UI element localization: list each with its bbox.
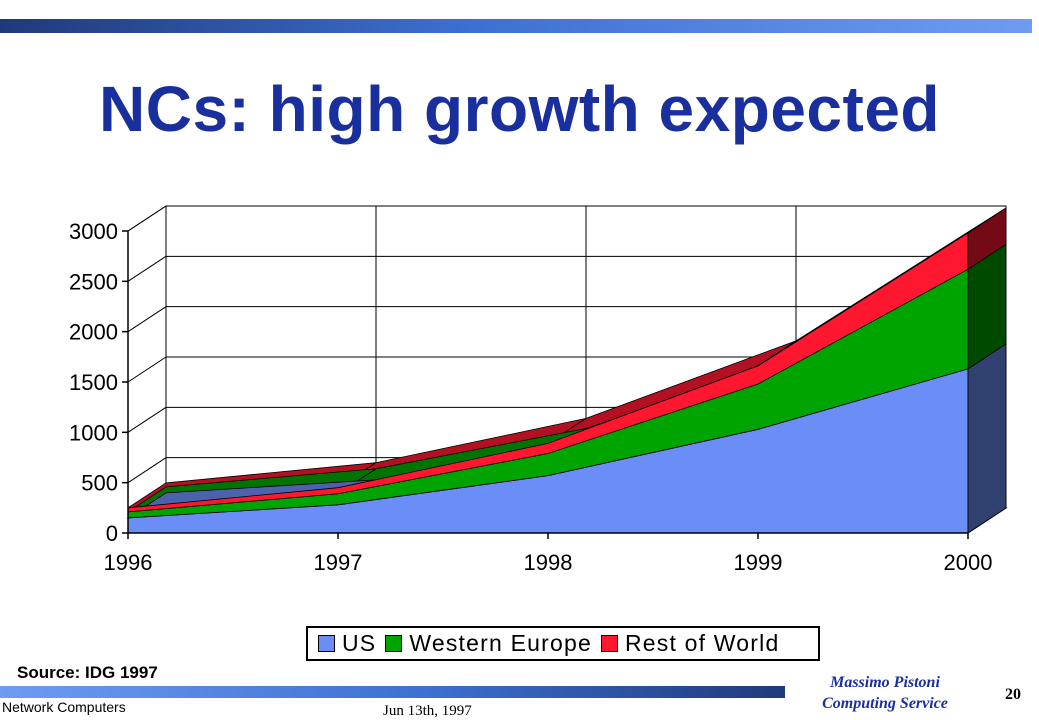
source-note: Source: IDG 1997 <box>17 663 158 682</box>
legend-label-us: US <box>342 630 377 656</box>
x-tick-label: 1998 <box>524 550 573 575</box>
author-block: Massimo Pistoni Computing Service <box>800 672 970 714</box>
top-accent-bar <box>0 19 1032 33</box>
legend-item-us: US <box>318 630 376 657</box>
gridline-side-3000 <box>127 205 167 232</box>
legend-label-rest-of-world: Rest of World <box>624 630 780 656</box>
gridline-side-1500 <box>127 356 167 383</box>
legend-item-rest-of-world: Rest of World <box>600 630 780 657</box>
legend-swatch-us <box>318 635 335 652</box>
x-tick-label: 1997 <box>314 550 363 575</box>
y-tick-label: 2500 <box>69 269 118 294</box>
bottom-accent-bar <box>0 686 785 698</box>
y-tick-label: 0 <box>106 521 118 546</box>
author-department: Computing Service <box>822 695 948 712</box>
area-side-rest-of-world <box>967 207 1007 270</box>
gridline-side-2000 <box>127 306 167 333</box>
footer-presentation-title: Network Computers <box>2 699 126 715</box>
area-side-us <box>967 343 1007 534</box>
legend-item-western-europe: Western Europe <box>385 630 592 657</box>
slide-title: NCs: high growth expected <box>99 73 940 145</box>
y-tick-label: 1000 <box>69 420 118 445</box>
gridline-side-2500 <box>127 255 167 282</box>
y-tick-label: 2000 <box>69 320 118 345</box>
x-tick-label: 1999 <box>734 550 783 575</box>
y-tick-label: 500 <box>81 471 118 496</box>
legend-swatch-rest-of-world <box>600 635 618 652</box>
stacked-area-chart: 0 500 1000 1500 2000 2500 3000 1996 1997 1998 1999… <box>69 205 1008 575</box>
chart-legend: US Western Europe Rest of World <box>306 626 820 661</box>
y-tick-label: 1500 <box>69 370 118 395</box>
legend-label-western-europe: Western Europe <box>409 630 592 656</box>
author-name: Massimo Pistoni <box>830 674 940 691</box>
legend-swatch-western-europe <box>385 635 403 652</box>
y-tick-label: 3000 <box>69 219 118 244</box>
gridline-side-500 <box>127 457 167 484</box>
page-number: 20 <box>1005 686 1021 703</box>
x-tick-label: 1996 <box>104 550 153 575</box>
gridline-side-1000 <box>127 406 167 433</box>
x-tick-label: 2000 <box>944 550 993 575</box>
footer-date: Jun 13th, 1997 <box>383 703 472 719</box>
